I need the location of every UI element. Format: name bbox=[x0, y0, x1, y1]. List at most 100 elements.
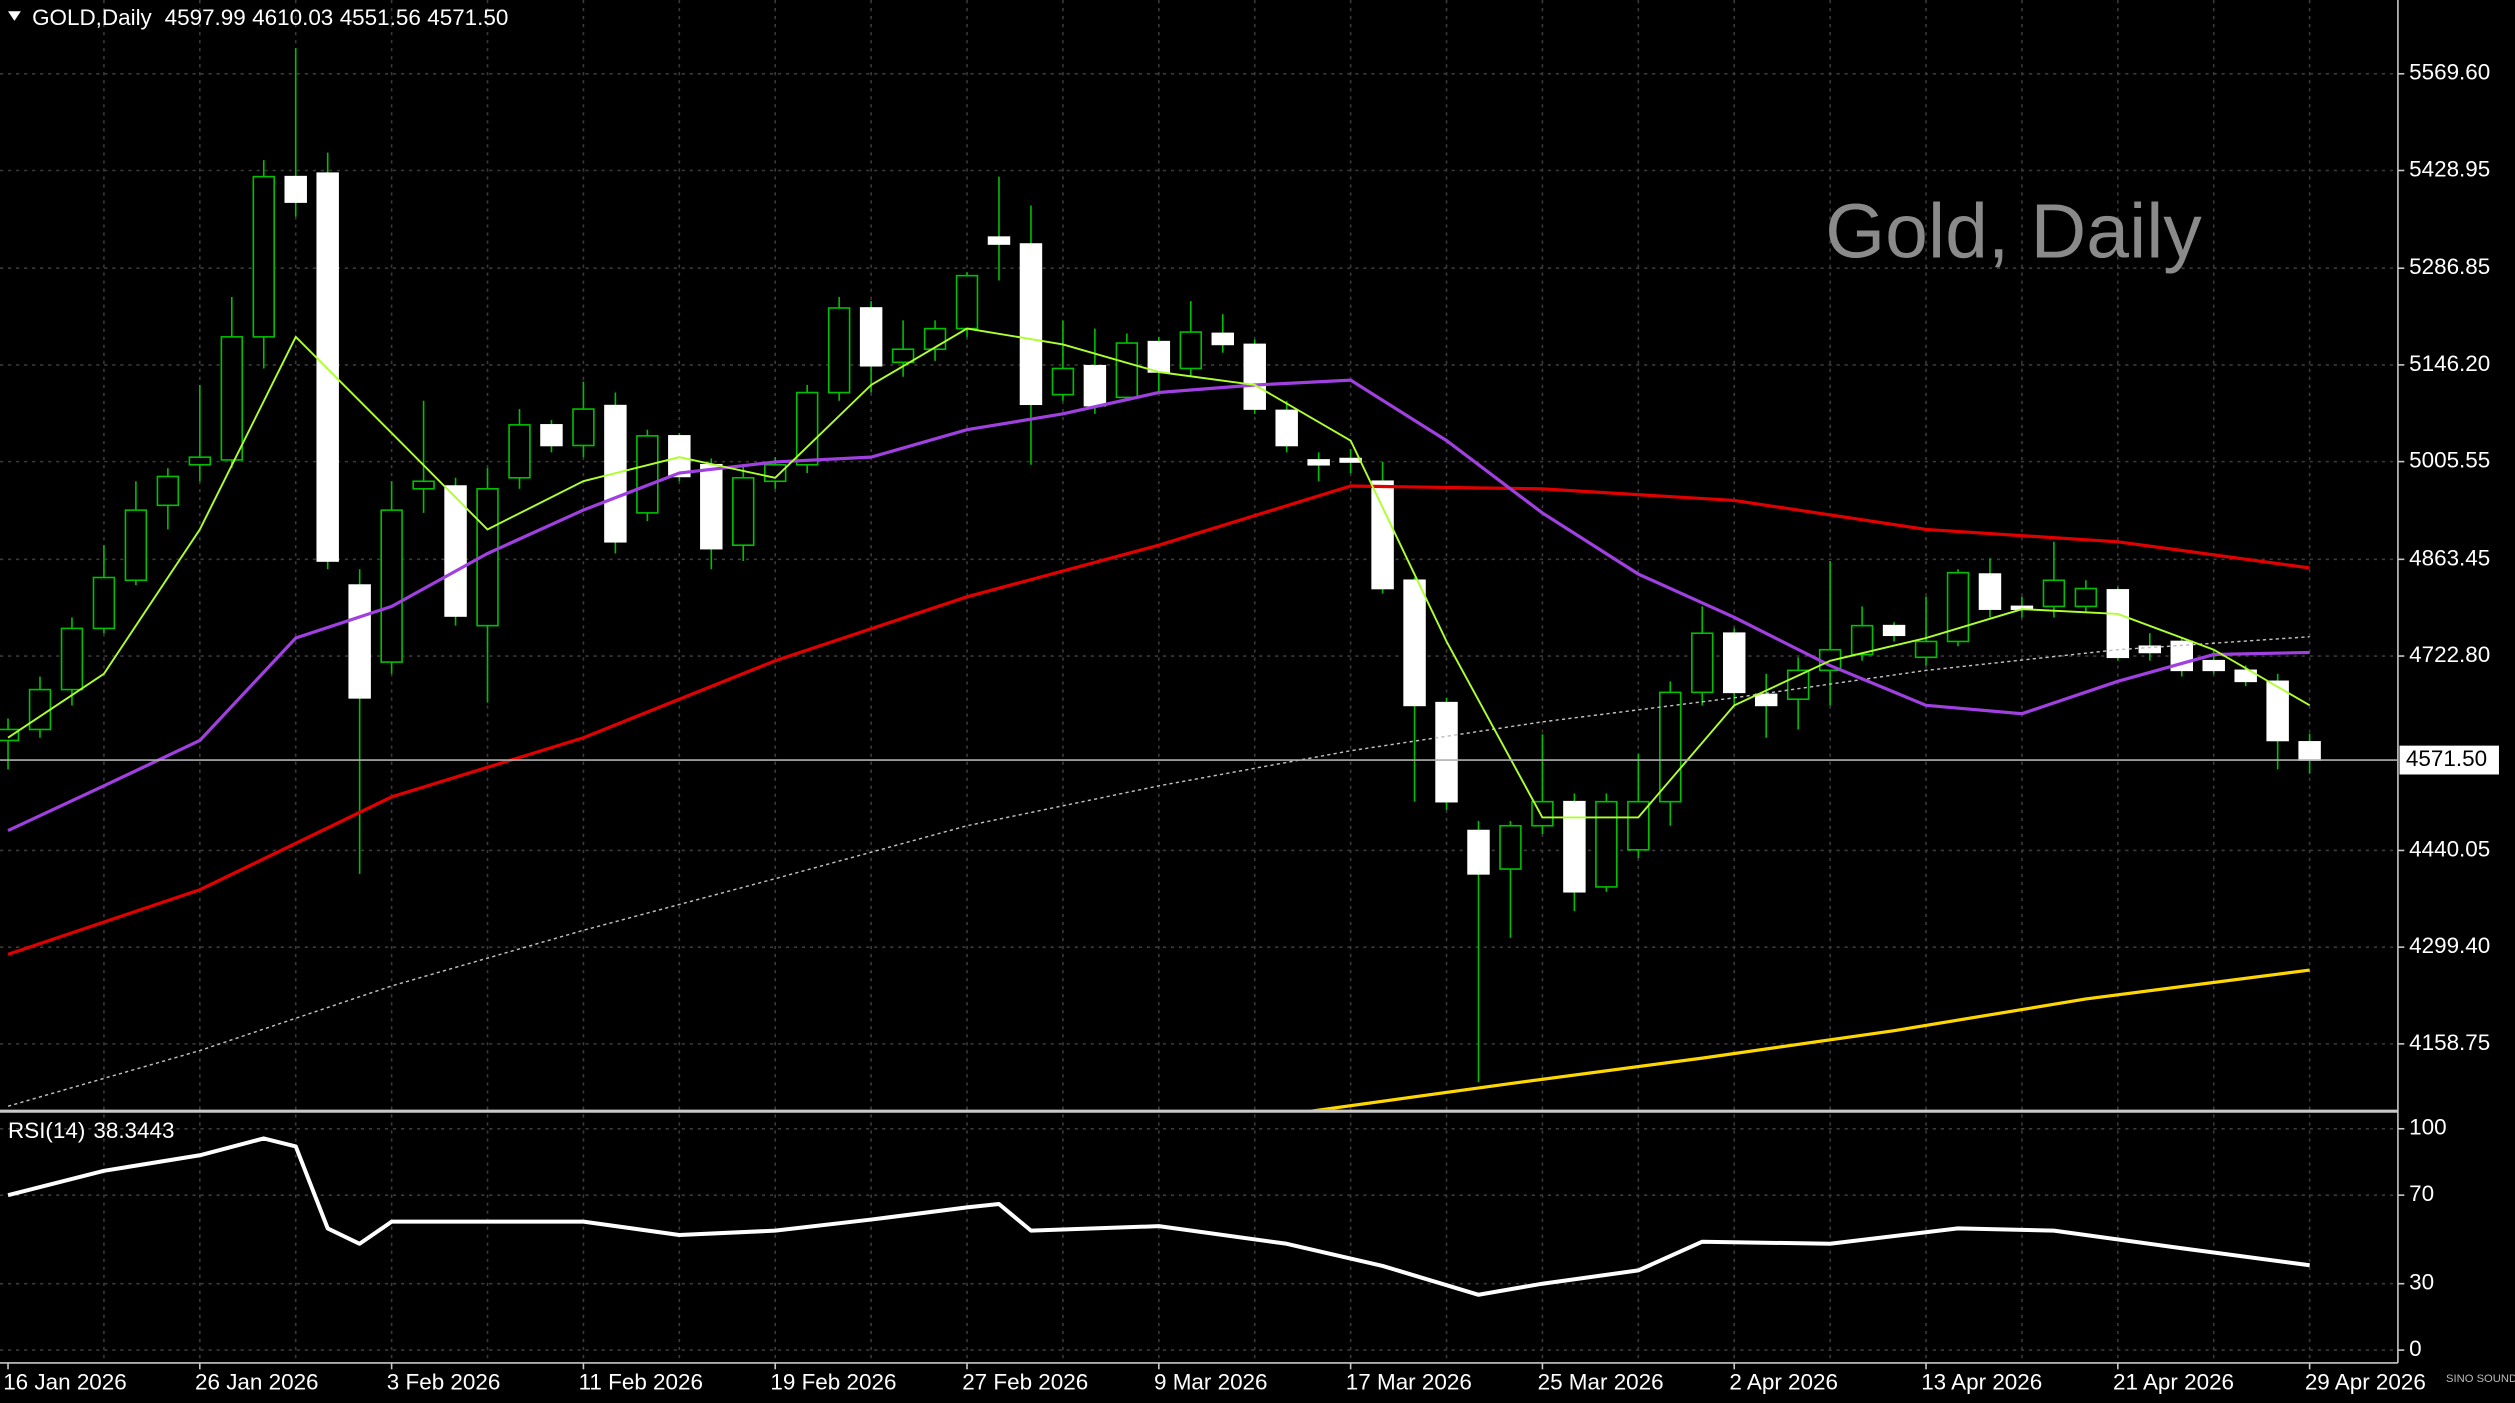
x-tick-label: 9 Mar 2026 bbox=[1154, 1370, 1268, 1395]
y-tick-label: 5146.20 bbox=[2409, 351, 2490, 376]
candle-body bbox=[891, 348, 915, 364]
candle-body bbox=[2074, 587, 2098, 608]
rsi-title: RSI(14) bbox=[8, 1118, 85, 1143]
candle-body bbox=[1691, 632, 1714, 694]
candle-body bbox=[348, 584, 371, 699]
candle-body bbox=[987, 236, 1011, 245]
candle-body bbox=[92, 576, 116, 630]
candle-body bbox=[1722, 632, 1746, 694]
candle-body bbox=[955, 274, 979, 330]
x-tick-label: 27 Feb 2026 bbox=[962, 1370, 1088, 1395]
candle-body bbox=[1946, 571, 1970, 643]
close-label: 4571.50 bbox=[427, 5, 508, 30]
x-tick-label: 17 Mar 2026 bbox=[1346, 1370, 1472, 1395]
x-tick-label: 2 Apr 2026 bbox=[1729, 1370, 1838, 1395]
low-label: 4551.56 bbox=[340, 5, 421, 30]
candle-body bbox=[1243, 343, 1266, 410]
candle-body bbox=[60, 627, 84, 691]
watermark: Gold, Daily bbox=[1825, 189, 2202, 275]
y-tick-label: 0 bbox=[2409, 1336, 2421, 1361]
x-tick-label: 16 Jan 2026 bbox=[3, 1370, 127, 1395]
candle-body bbox=[700, 463, 723, 550]
moving-average bbox=[7, 327, 2311, 819]
candle-body bbox=[316, 172, 339, 562]
x-tick-label: 21 Apr 2026 bbox=[2113, 1370, 2234, 1395]
x-tick-label: 13 Apr 2026 bbox=[1921, 1370, 2042, 1395]
x-tick-label: 26 Jan 2026 bbox=[195, 1370, 319, 1395]
candle-body bbox=[1083, 364, 1107, 407]
moving-average bbox=[7, 636, 2310, 1107]
candle-body bbox=[380, 509, 403, 663]
rsi-panel bbox=[7, 1136, 2310, 1297]
candle-body bbox=[508, 424, 531, 479]
menu-triangle[interactable] bbox=[8, 11, 21, 21]
open-label: 4597.99 bbox=[165, 5, 246, 30]
candle-body bbox=[1563, 800, 1586, 893]
y-tick-label: 4440.05 bbox=[2409, 836, 2490, 861]
candle-body bbox=[827, 307, 851, 394]
candle-body bbox=[1627, 800, 1650, 851]
candle-body bbox=[1659, 691, 1682, 803]
overlay: 4571.50 bbox=[0, 745, 2499, 775]
candle-body bbox=[1978, 573, 2002, 610]
x-tick-label: 3 Feb 2026 bbox=[387, 1370, 501, 1395]
y-tick-label: 100 bbox=[2409, 1115, 2446, 1140]
y-tick-label: 5428.95 bbox=[2409, 156, 2490, 181]
candle-body bbox=[1339, 457, 1362, 463]
indicator-lines bbox=[7, 327, 2311, 1110]
y-tick-label: 4158.75 bbox=[2409, 1030, 2490, 1055]
candle-body bbox=[1403, 579, 1426, 707]
candle-body bbox=[124, 509, 148, 582]
candle-body bbox=[1754, 693, 1778, 707]
moving-average bbox=[7, 378, 2310, 833]
candle-body bbox=[2202, 659, 2225, 672]
candle-body bbox=[284, 175, 307, 203]
candle-body bbox=[572, 408, 595, 447]
candle-body bbox=[1882, 624, 1906, 637]
candle-body bbox=[412, 480, 435, 490]
candle-body bbox=[1147, 340, 1171, 373]
high-label: 4610.03 bbox=[252, 5, 333, 30]
candle-body bbox=[1850, 624, 1874, 656]
header: GOLD,Daily 4597.99 4610.03 4551.56 4571.50 bbox=[32, 5, 508, 30]
candle-body bbox=[2138, 645, 2162, 654]
x-tick-label: 19 Feb 2026 bbox=[770, 1370, 896, 1395]
y-tick-label: 30 bbox=[2409, 1270, 2434, 1295]
candle-body bbox=[795, 391, 819, 466]
last-price-label: 4571.50 bbox=[2406, 746, 2487, 771]
y-tick-label: 4722.80 bbox=[2409, 642, 2490, 667]
candle-body bbox=[1914, 640, 1938, 659]
candle-body bbox=[732, 477, 755, 546]
candle-body bbox=[188, 456, 212, 466]
candle-body bbox=[1467, 829, 1490, 875]
candle-body bbox=[1435, 701, 1458, 803]
last-price-box bbox=[2399, 745, 2499, 775]
moving-average bbox=[1310, 968, 2310, 1110]
rsi-header: RSI(14) 38.3443 bbox=[8, 1118, 174, 1143]
candle-body bbox=[1307, 459, 1330, 466]
candle-body bbox=[1115, 342, 1139, 399]
y-tick-label: 4299.40 bbox=[2409, 933, 2490, 958]
candle-body bbox=[540, 424, 563, 447]
candle-body bbox=[859, 307, 883, 367]
candle-body bbox=[0, 728, 20, 742]
rsi-line bbox=[7, 1136, 2310, 1297]
candle-body bbox=[2266, 680, 2289, 742]
candle-body bbox=[923, 327, 947, 351]
y-tick-label: 4863.45 bbox=[2409, 545, 2490, 570]
y-tick-label: 70 bbox=[2409, 1181, 2434, 1206]
y-tick-label: 5286.85 bbox=[2409, 254, 2490, 279]
symbol: GOLD,Daily bbox=[32, 5, 152, 30]
candle-body bbox=[2234, 669, 2257, 683]
candle-body bbox=[1019, 243, 1043, 406]
candle-body bbox=[1499, 824, 1522, 870]
candle-body bbox=[1211, 332, 1234, 346]
y-tick-label: 5569.60 bbox=[2409, 60, 2490, 85]
x-tick-label: 25 Mar 2026 bbox=[1538, 1370, 1664, 1395]
logo: SINO SOUND bbox=[2446, 1373, 2515, 1385]
candle-body bbox=[2106, 589, 2130, 659]
